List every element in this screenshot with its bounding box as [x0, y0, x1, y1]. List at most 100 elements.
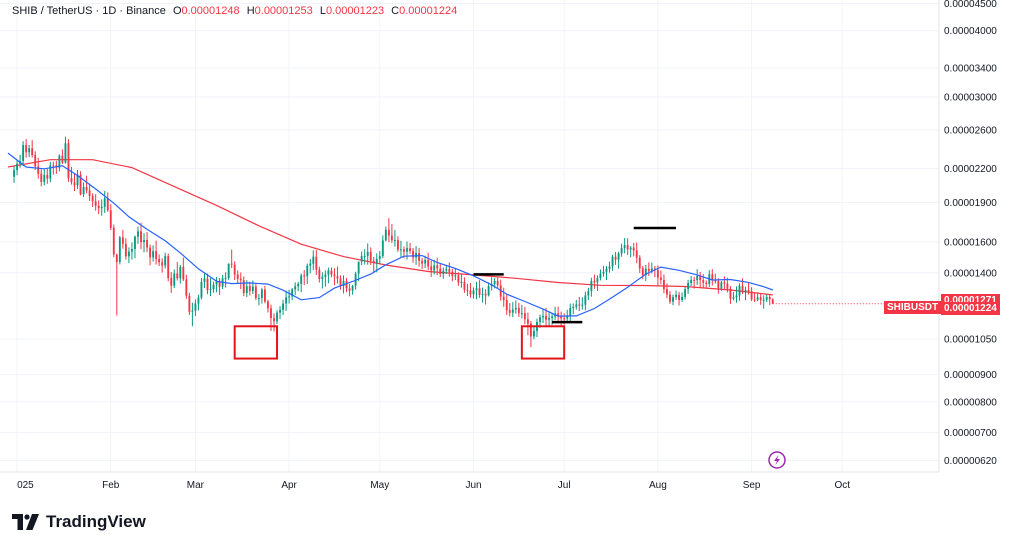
y-tick-label: 0.00002200: [944, 164, 997, 175]
candle-down: [318, 266, 321, 283]
y-tick-label: 0.00004500: [944, 0, 997, 10]
y-tick-label: 0.00003000: [944, 93, 997, 104]
candle-up: [584, 291, 587, 311]
candle-down: [653, 265, 656, 278]
y-axis[interactable]: 0.00004500 0.00004000 0.00003400 0.00003000…: [944, 0, 997, 467]
candle-down: [517, 302, 520, 317]
candle-body: [70, 178, 73, 183]
candle-body: [236, 274, 239, 279]
candle-down: [112, 224, 115, 258]
candle-body: [49, 165, 52, 179]
candle-down: [635, 242, 638, 264]
candle-body: [741, 285, 744, 293]
candle-body: [351, 285, 354, 291]
candle-up: [602, 265, 605, 277]
ma-fast-line: [7, 152, 774, 317]
candle-down: [303, 269, 306, 286]
candle-down: [372, 256, 375, 274]
candle-up: [28, 144, 31, 158]
candle-down: [484, 289, 487, 305]
candle-body: [158, 259, 161, 263]
y-tick-label: 0.00003400: [944, 64, 997, 75]
candle-up: [130, 242, 133, 260]
candle-body: [690, 279, 693, 284]
candle-body: [46, 174, 49, 179]
candle-down: [390, 224, 393, 243]
candle-body: [557, 313, 560, 316]
candle-up: [738, 283, 741, 301]
candle-down: [46, 168, 49, 184]
candle-body: [387, 229, 390, 236]
x-tick-label: Mar: [187, 480, 205, 491]
candle-body: [551, 316, 554, 318]
candle-down: [638, 255, 641, 273]
symbol-header: SHIB / TetherUS · 1D · Binance O0.000012…: [12, 5, 457, 17]
candle-down: [469, 283, 472, 298]
candle-body: [442, 270, 445, 274]
candle-down: [699, 271, 702, 288]
candle-body: [436, 265, 439, 269]
candle-body: [270, 308, 272, 319]
candle-body: [457, 275, 460, 283]
candle-body: [735, 295, 738, 298]
candle-down: [626, 238, 629, 256]
candle-down: [578, 296, 581, 312]
candle-down: [239, 272, 242, 289]
candle-body: [112, 227, 115, 255]
y-tick-label: 0.00000620: [944, 456, 997, 467]
candle-down: [409, 242, 411, 254]
candle-down: [451, 269, 454, 282]
y-tick-label: 0.00001900: [944, 198, 997, 209]
annotations: [233, 226, 677, 360]
candle-down: [702, 273, 705, 289]
candle-up: [687, 279, 690, 294]
candle-down: [771, 298, 774, 304]
candle-body: [765, 297, 768, 300]
candle-down: [333, 268, 336, 286]
candle-body: [276, 312, 278, 322]
candle-up: [43, 169, 46, 186]
open-value: 0.00001248: [181, 5, 240, 17]
candle-down: [248, 281, 251, 296]
candle-up: [744, 286, 747, 301]
brand-name: TradingView: [46, 512, 146, 531]
candle-up: [291, 287, 294, 301]
candle-up: [569, 303, 572, 322]
candle-body: [599, 273, 602, 279]
candle-body: [529, 323, 532, 337]
candle-body: [143, 239, 145, 243]
candle-up: [212, 281, 215, 293]
candle-down: [747, 282, 750, 295]
x-axis: 025 Feb Mar Apr May Jun Jul Aug Sep Oct: [17, 480, 850, 491]
candle-down: [711, 269, 714, 286]
candle-up: [756, 292, 759, 302]
candle-body: [596, 278, 599, 283]
candle-up: [681, 292, 684, 302]
candle-body: [563, 318, 566, 320]
candle-body: [430, 266, 433, 271]
candle-body: [188, 295, 191, 312]
candle-body: [511, 309, 514, 313]
candle-body: [463, 281, 466, 290]
candle-down: [176, 261, 179, 281]
candle-down: [723, 276, 726, 290]
candle-body: [418, 253, 421, 261]
candle-body: [303, 275, 306, 277]
y-tick-label: 0.00001600: [944, 237, 997, 248]
candle-up: [406, 241, 408, 260]
candle-body: [124, 243, 127, 257]
candle-body: [545, 315, 547, 320]
candle-down: [750, 287, 753, 302]
candle-body: [363, 255, 366, 257]
tradingview-logo[interactable]: TradingView: [12, 512, 146, 532]
candle-up: [433, 259, 436, 275]
candle-body: [539, 317, 541, 322]
candle-up: [605, 266, 608, 280]
candle-body: [327, 270, 330, 275]
lightning-icon[interactable]: [768, 451, 786, 469]
candle-body: [372, 260, 375, 264]
x-tick-label: 025: [17, 480, 34, 491]
candle-up: [164, 252, 167, 269]
candle-up: [76, 170, 79, 189]
